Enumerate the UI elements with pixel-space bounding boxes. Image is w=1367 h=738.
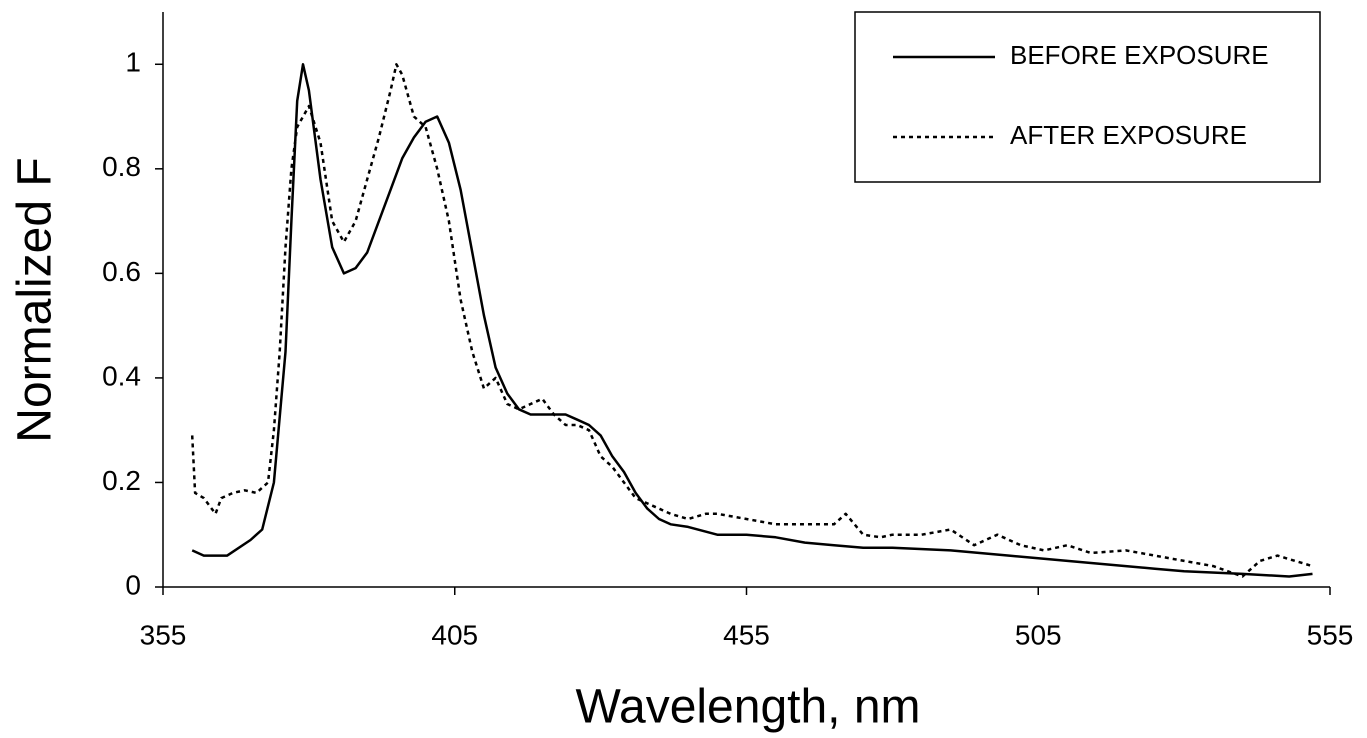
legend-label: BEFORE EXPOSURE [1010,40,1269,70]
x-tick-label: 455 [723,619,770,650]
y-tick-label: 1 [125,47,141,78]
x-tick-label: 555 [1307,619,1354,650]
x-tick-label: 405 [431,619,478,650]
y-tick-label: 0.6 [102,256,141,287]
x-tick-label: 355 [140,619,187,650]
y-tick-label: 0 [125,569,141,600]
y-tick-label: 0.4 [102,360,141,391]
series-line [190,63,1313,578]
x-axis-label: Wavelength, nm [575,681,920,734]
y-tick-label: 0.2 [102,465,141,496]
series-line [191,63,1313,578]
x-tick-label: 505 [1015,619,1062,650]
legend-box [854,11,1321,183]
legend-label: AFTER EXPOSURE [1010,120,1247,150]
y-tick-label: 0.8 [102,151,141,182]
y-axis-label: Normalized F [9,157,62,442]
